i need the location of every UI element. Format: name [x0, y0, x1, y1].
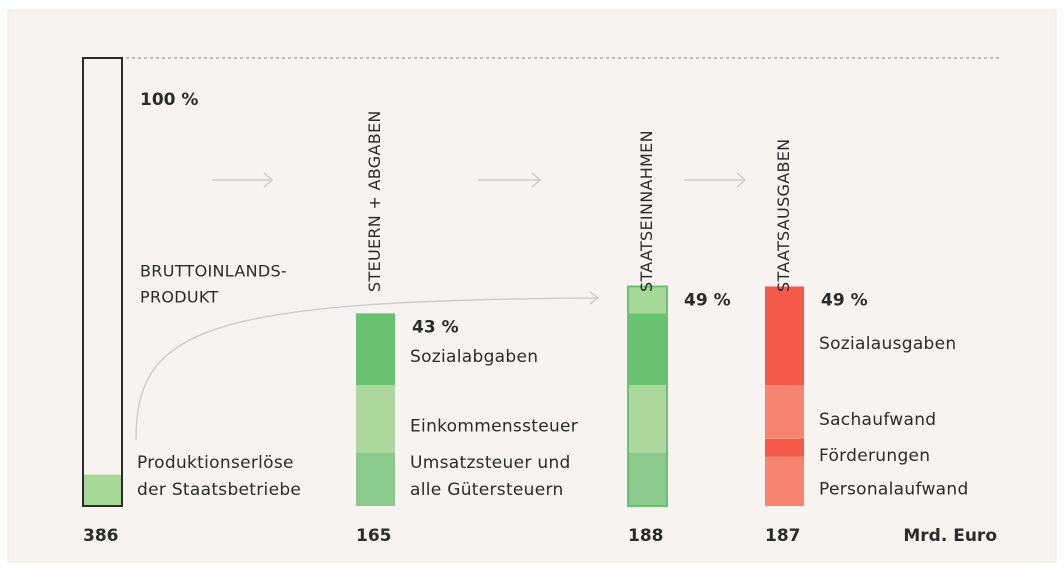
column-outline: [82, 57, 123, 507]
column-name: STAATSAUSGABEN: [774, 139, 793, 292]
column-name: STAATSEINNAHMEN: [637, 130, 656, 292]
segment-label: der Staatsbetriebe: [137, 480, 301, 500]
arrows: [135, 172, 747, 441]
segment: [356, 452, 395, 506]
segment-label: Sozialabgaben: [410, 347, 538, 367]
segment: [356, 385, 395, 453]
curved-arrow: [135, 291, 600, 441]
amount-label: 188: [628, 526, 664, 546]
amount-label: 187: [765, 526, 801, 546]
segment: [628, 452, 667, 506]
segment-label: Sozialausgaben: [819, 334, 956, 354]
column-name: STEUERN + ABGABEN: [365, 110, 384, 292]
segment: [765, 286, 804, 386]
segment-label: Umsatzsteuer und: [410, 453, 571, 473]
segment: [765, 456, 804, 506]
segment: [628, 313, 667, 386]
arrow: [478, 172, 542, 188]
segment-label: Einkommenssteuer: [410, 417, 578, 437]
amount-label: 386: [83, 526, 119, 546]
segment: [356, 313, 395, 386]
arrow: [212, 172, 274, 188]
segment-label: Personalaufwand: [819, 479, 969, 499]
column-outline: [627, 285, 668, 508]
total-label: 43 %: [412, 317, 459, 337]
segment-label: Sachaufwand: [819, 410, 936, 430]
panel: [7, 9, 1057, 563]
total-label: 100 %: [140, 90, 198, 110]
amount-label: 165: [356, 526, 392, 546]
segment: [765, 385, 804, 439]
segment: [83, 474, 122, 506]
segment: [628, 286, 667, 314]
column-name: BRUTTOINLANDS-: [140, 262, 287, 281]
total-label: 49 %: [684, 290, 731, 310]
segment-label: Produktionserlöse: [137, 453, 294, 473]
column-name: PRODUKT: [140, 288, 219, 307]
total-label: 49 %: [821, 290, 868, 310]
segment-label: alle Gütersteuern: [410, 480, 564, 500]
arrow: [684, 172, 747, 188]
segment-label: Förderungen: [819, 446, 930, 466]
unit-label: Mrd. Euro: [903, 526, 997, 546]
segment: [628, 385, 667, 453]
segment: [765, 438, 804, 457]
